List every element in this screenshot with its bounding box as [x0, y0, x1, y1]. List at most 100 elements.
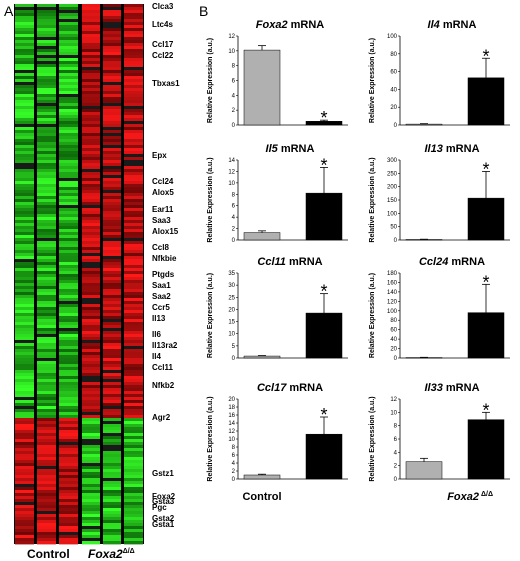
gene-label: Il6: [152, 330, 161, 339]
y-tick-label: 160: [387, 280, 398, 286]
significance-star: *: [320, 155, 327, 175]
gene-label: Nfkbie: [152, 254, 177, 263]
gene-label: Ltc4s: [152, 20, 173, 29]
y-tick-label: 8: [394, 424, 398, 430]
bar-chart-il5: Il5 mRNA Relative Expression (a.u.) 0 2 4 6 8 1…: [207, 143, 348, 244]
y-tick-label: 35: [228, 271, 235, 277]
chart-title-gene: Il5: [266, 143, 279, 155]
heatmap-foxa2-text: Foxa2: [88, 547, 123, 561]
bar-control: [405, 123, 443, 126]
x-category-foxa2-text: Foxa2: [447, 491, 479, 503]
chart-title: Foxa2 mRNA: [256, 19, 325, 31]
gene-label: Saa2: [152, 292, 171, 301]
y-tick-label: 20: [228, 307, 235, 313]
y-tick-label: 4: [232, 93, 236, 99]
y-tick-label: 2: [232, 469, 236, 475]
y-tick-label: 60: [390, 328, 397, 334]
chart-title-gene: Ccl11: [257, 256, 286, 268]
y-tick-label: 6: [232, 453, 236, 459]
significance-star: *: [482, 400, 489, 420]
panel-letter-b: B: [199, 3, 209, 19]
gene-label: Clca3: [152, 2, 174, 11]
y-tick-label: 6: [232, 79, 236, 85]
y-tick-label: 140: [387, 290, 398, 296]
gene-label: Ear11: [152, 205, 174, 214]
chart-title-gene: Foxa2: [256, 19, 288, 31]
gene-label: Ccl11: [152, 363, 173, 372]
y-tick-label: 0: [232, 123, 236, 129]
bar-control: [243, 232, 281, 241]
bar-foxa2: [467, 312, 505, 359]
x-category-foxa2-superscript: Δ/Δ: [481, 491, 493, 498]
y-tick-label: 12: [228, 34, 235, 40]
y-axis-label: Relative Expression (a.u.): [207, 396, 214, 481]
gene-label: Gsta2: [152, 514, 175, 523]
y-tick-label: 14: [228, 158, 235, 164]
bar-foxa2: [305, 192, 343, 241]
y-tick-label: 12: [228, 169, 235, 175]
y-axis-label: Relative Expression (a.u.): [369, 38, 376, 123]
chart-title: Ccl24 mRNA: [419, 256, 485, 268]
significance-star: *: [482, 272, 489, 292]
bar-foxa2: [467, 197, 505, 241]
chart-title-suffix: mRNA: [440, 19, 477, 31]
y-tick-label: 40: [390, 87, 397, 93]
gene-label: Pgc: [152, 503, 167, 512]
y-tick-label: 5: [232, 344, 236, 350]
y-axis-label: Relative Expression (a.u.): [207, 273, 214, 358]
y-tick-label: 6: [232, 204, 236, 210]
y-tick-label: 60: [390, 70, 397, 76]
gene-label: Tbxas1: [152, 79, 180, 88]
y-tick-label: 15: [228, 320, 235, 326]
y-tick-label: 10: [228, 49, 235, 55]
y-tick-label: 120: [387, 299, 398, 305]
bar-chart-ccl17: Ccl17 mRNA Relative Expression (a.u.) 0 2 4 6…: [207, 382, 348, 483]
chart-title: Il13 mRNA: [424, 143, 479, 155]
gene-label: Il13ra2: [152, 341, 178, 350]
y-tick-label: 0: [232, 356, 236, 362]
chart-title-gene: Ccl24: [419, 256, 448, 268]
chart-title-suffix: mRNA: [443, 143, 480, 155]
y-tick-label: 80: [390, 318, 397, 324]
y-tick-label: 25: [228, 295, 235, 301]
y-tick-label: 30: [228, 283, 235, 289]
x-category-control: Control: [242, 491, 281, 503]
y-tick-label: 12: [390, 397, 397, 403]
y-tick-label: 8: [232, 192, 236, 198]
y-tick-label: 150: [387, 198, 398, 204]
y-tick-label: 100: [387, 211, 398, 217]
y-tick-label: 14: [228, 421, 235, 427]
gene-label: Ccr5: [152, 303, 170, 312]
chart-title-gene: Il4: [428, 19, 440, 31]
y-tick-label: 18: [228, 405, 235, 411]
y-tick-label: 0: [394, 238, 398, 244]
bar-chart-il4: Il4 mRNA Relative Expression (a.u.) 0 20 40 6…: [369, 19, 510, 129]
y-tick-label: 300: [387, 158, 398, 164]
y-tick-label: 50: [390, 225, 397, 231]
bar-chart-foxa2: Foxa2 mRNA Relative Expression (a.u.) 0 2 4 6…: [207, 19, 348, 129]
chart-title: Il5 mRNA: [266, 143, 315, 155]
gene-label: Ccl8: [152, 243, 169, 252]
bar-foxa2: [305, 433, 343, 480]
gene-label: Agr2: [152, 413, 171, 422]
bar-chart-il33: Il33 mRNA Relative Expression (a.u.) 0 2 4 6 8…: [369, 382, 510, 483]
chart-title: Il33 mRNA: [424, 382, 479, 394]
significance-star: *: [320, 282, 327, 302]
y-tick-label: 0: [232, 238, 236, 244]
heatmap-group-control-label: Control: [27, 547, 70, 561]
y-tick-label: 8: [232, 64, 236, 70]
y-tick-label: 10: [228, 332, 235, 338]
heatmap: [14, 4, 144, 545]
gene-label: Ptgds: [152, 270, 175, 279]
bar-control: [243, 355, 281, 359]
gene-label: Gsta3: [152, 497, 175, 506]
gene-label: Foxa2: [152, 492, 176, 501]
chart-title-suffix: mRNA: [288, 19, 325, 31]
gene-label: Alox5: [152, 188, 174, 197]
y-tick-label: 4: [232, 461, 236, 467]
chart-title: Ccl17 mRNA: [257, 382, 323, 394]
y-tick-label: 2: [232, 108, 236, 114]
y-tick-label: 250: [387, 171, 398, 177]
chart-title: Il4 mRNA: [428, 19, 477, 31]
